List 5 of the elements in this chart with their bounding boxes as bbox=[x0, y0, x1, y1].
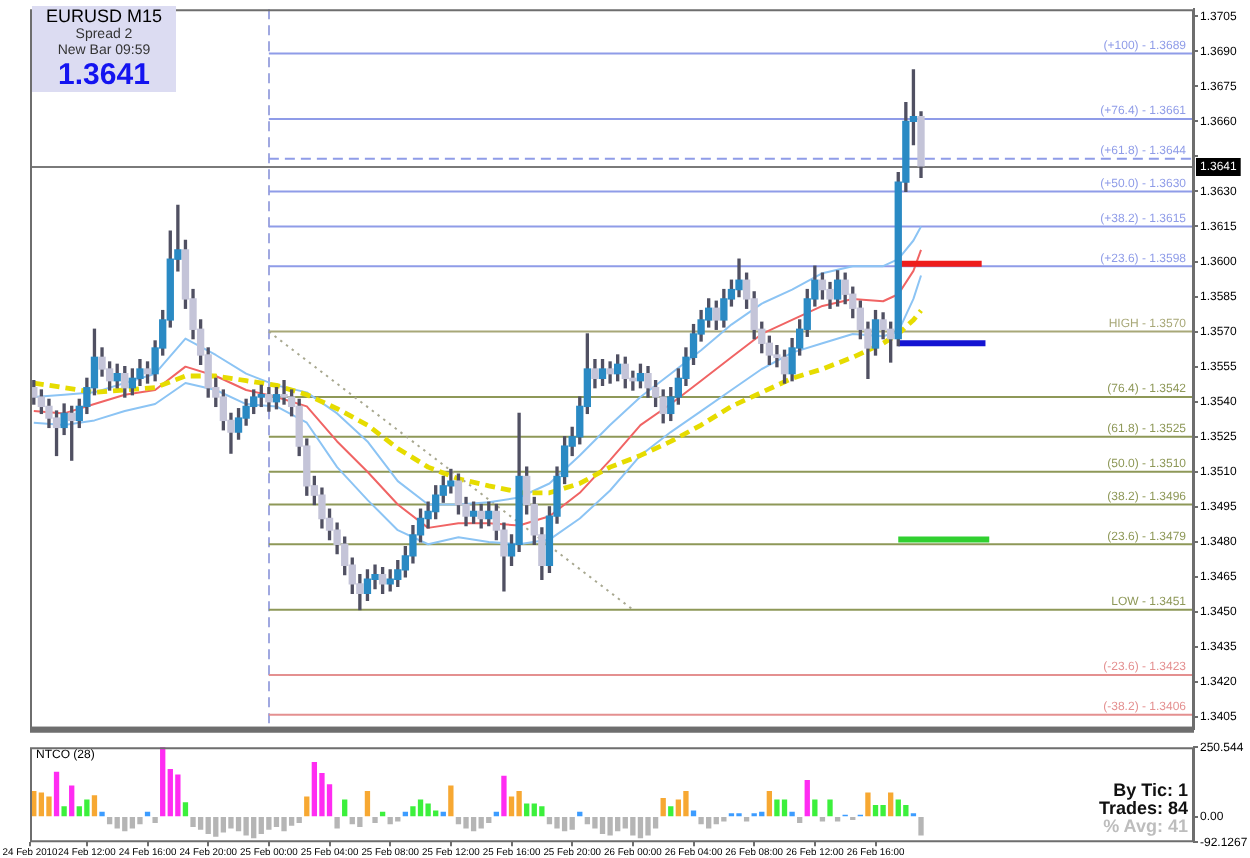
annotation: By Tic: 1 bbox=[1113, 780, 1188, 800]
annotation: 1.3641 bbox=[58, 58, 150, 92]
chart-title: EURUSD M15 bbox=[45, 6, 162, 26]
annotation: % Avg: 41 bbox=[1103, 816, 1188, 836]
annotation: Trades: 84 bbox=[1098, 798, 1188, 818]
